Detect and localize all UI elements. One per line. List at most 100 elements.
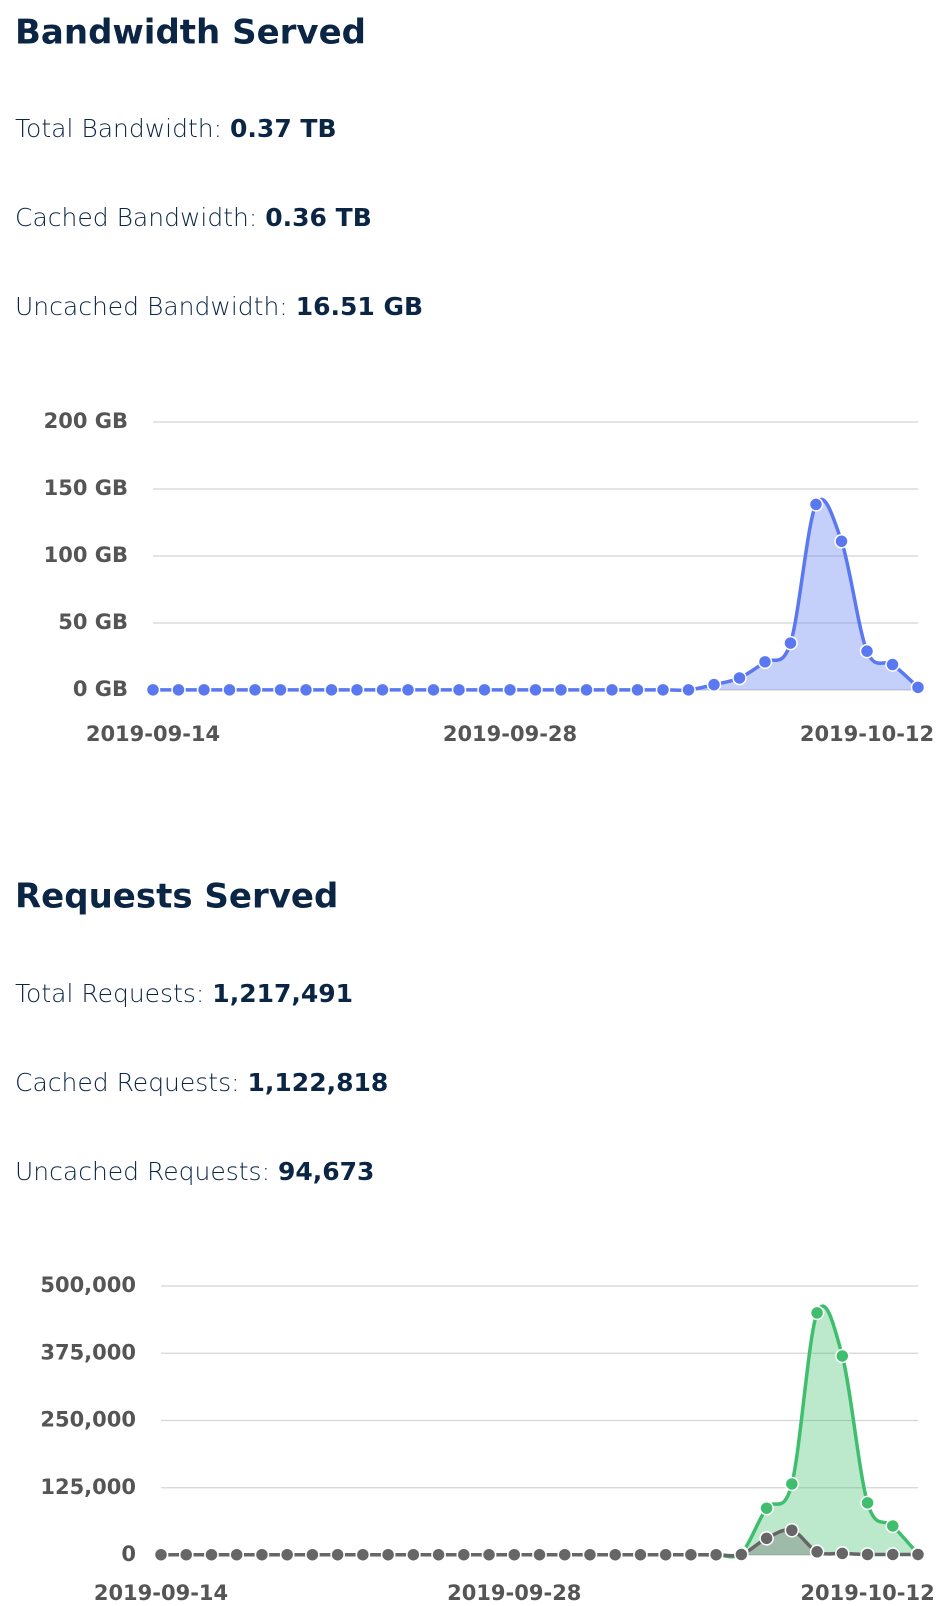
point: [298, 682, 314, 698]
stat-label: Cached Bandwidth:: [15, 203, 257, 232]
point: [835, 1348, 850, 1364]
point: [349, 682, 365, 698]
point: [481, 1547, 497, 1562]
point: [222, 682, 237, 698]
point: [859, 643, 875, 659]
point: [305, 1547, 320, 1562]
point: [706, 677, 722, 692]
point: [732, 670, 747, 686]
point: [406, 1547, 421, 1562]
point: [229, 1547, 244, 1562]
stat-label: Cached Requests:: [15, 1068, 240, 1097]
point: [784, 1523, 800, 1538]
point: [502, 682, 518, 698]
stat-label: Uncached Bandwidth:: [15, 292, 288, 321]
point: [279, 1547, 295, 1562]
x-tick-label: 2019-10-12: [800, 722, 934, 746]
section-title: Bandwidth Served: [15, 13, 366, 53]
point: [400, 682, 416, 698]
y-tick-label: 500,000: [40, 1273, 136, 1297]
point: [633, 1547, 648, 1562]
y-tick-label: 0 GB: [73, 677, 128, 701]
area-fill: [161, 1306, 918, 1557]
point: [528, 682, 543, 698]
point: [553, 682, 569, 698]
y-tick-label: 150 GB: [44, 476, 128, 500]
point: [375, 682, 390, 698]
point: [507, 1547, 522, 1562]
point: [759, 1500, 774, 1516]
stat: Total Requests: 1,217,491: [15, 979, 353, 1008]
point: [910, 1547, 926, 1562]
point: [734, 1547, 749, 1562]
section-title: Requests Served: [15, 877, 338, 917]
point: [885, 1547, 901, 1562]
point: [330, 1547, 345, 1562]
stat-label: Total Bandwidth:: [15, 114, 222, 143]
point: [910, 680, 926, 695]
point: [178, 1547, 194, 1562]
x-tick-label: 2019-09-14: [94, 1581, 228, 1605]
point: [153, 1547, 169, 1562]
point: [784, 1476, 800, 1492]
point: [171, 682, 186, 698]
area-fill: [153, 499, 918, 691]
point: [835, 1546, 850, 1561]
point: [809, 1544, 825, 1560]
point: [426, 682, 441, 698]
stat: Uncached Requests: 94,673: [15, 1157, 374, 1186]
point: [607, 1547, 623, 1562]
y-tick-label: 250,000: [40, 1408, 136, 1432]
stat: Uncached Bandwidth: 16.51 GB: [15, 292, 423, 321]
point: [477, 682, 492, 698]
point: [532, 1547, 547, 1562]
point: [860, 1547, 875, 1562]
point: [655, 682, 671, 698]
stat-label: Total Requests:: [15, 979, 204, 1008]
point: [557, 1547, 572, 1562]
stat-value: 1,122,818: [248, 1068, 389, 1097]
point: [355, 1547, 371, 1562]
stat: Total Bandwidth: 0.37 TB: [15, 114, 337, 143]
point: [579, 682, 594, 698]
point: [145, 682, 161, 698]
stat-value: 94,673: [278, 1157, 374, 1186]
stat-value: 0.36 TB: [265, 203, 372, 232]
point: [783, 635, 798, 651]
y-tick-label: 0: [121, 1542, 136, 1566]
point: [451, 682, 467, 698]
point: [604, 682, 620, 698]
stat-value: 0.37 TB: [230, 114, 337, 143]
y-tick-label: 100 GB: [44, 543, 128, 567]
point: [324, 682, 339, 698]
point: [204, 1547, 219, 1562]
point: [431, 1547, 446, 1562]
point: [708, 1547, 724, 1562]
point: [809, 1305, 825, 1321]
point: [658, 1547, 673, 1562]
x-tick-label: 2019-10-12: [800, 1581, 934, 1605]
x-tick-label: 2019-09-28: [447, 1581, 581, 1605]
point: [456, 1547, 472, 1562]
point: [860, 1495, 875, 1511]
point: [247, 682, 263, 698]
y-tick-label: 375,000: [40, 1340, 136, 1364]
point: [380, 1547, 396, 1562]
point: [834, 534, 849, 549]
x-tick-label: 2019-09-28: [443, 722, 577, 746]
point: [273, 682, 288, 698]
point: [254, 1547, 270, 1562]
y-tick-label: 50 GB: [58, 610, 128, 634]
point: [885, 657, 900, 672]
point: [683, 1547, 699, 1562]
point: [681, 682, 696, 698]
point: [757, 654, 773, 670]
y-tick-label: 125,000: [40, 1475, 136, 1499]
point: [759, 1531, 774, 1546]
stat: Cached Requests: 1,122,818: [15, 1068, 388, 1097]
stat-value: 16.51 GB: [296, 292, 423, 321]
stat: Cached Bandwidth: 0.36 TB: [15, 203, 372, 232]
point: [808, 497, 824, 512]
point: [196, 682, 212, 698]
